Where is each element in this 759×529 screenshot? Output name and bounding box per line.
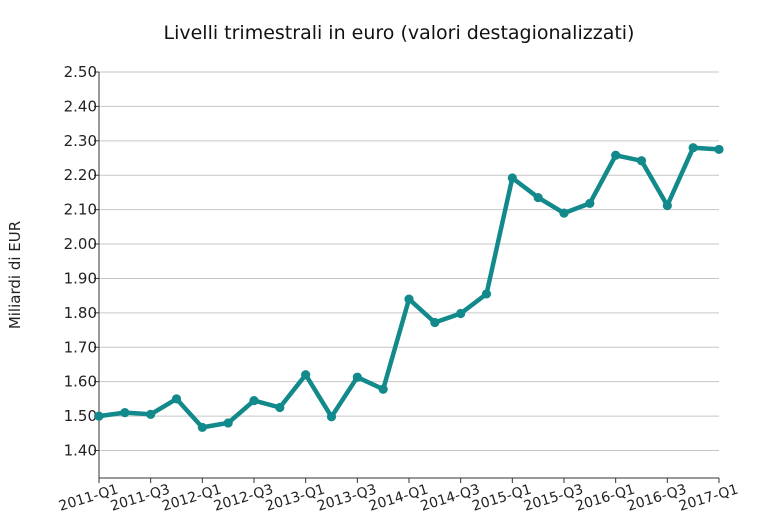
data-point <box>378 384 388 394</box>
data-point <box>301 370 311 380</box>
y-tick-label: 2.20 <box>64 166 97 184</box>
y-tick-label: 1.90 <box>64 269 97 287</box>
y-tick-label: 2.40 <box>64 97 97 115</box>
y-tick-label: 2.50 <box>64 63 97 81</box>
data-point <box>481 289 492 299</box>
data-point <box>714 144 724 155</box>
data-point <box>171 394 182 404</box>
y-tick-label: 2.30 <box>64 132 97 150</box>
y-tick-label: 1.40 <box>64 441 97 459</box>
data-point <box>275 402 285 413</box>
y-tick-label: 1.50 <box>64 407 97 425</box>
series-group <box>94 143 724 433</box>
y-tick-label: 2.00 <box>64 235 97 253</box>
data-point <box>456 308 466 319</box>
data-point <box>507 173 517 183</box>
data-point <box>404 294 414 304</box>
data-point <box>533 192 543 203</box>
data-point <box>197 422 207 433</box>
data-point <box>223 418 233 428</box>
data-point <box>636 156 647 166</box>
data-point <box>326 412 337 422</box>
y-tick-label: 2.10 <box>64 201 97 219</box>
data-point <box>430 317 440 328</box>
x-tick-labels: 2011-Q12011-Q32012-Q12012-Q32013-Q12013-… <box>57 482 740 515</box>
data-point <box>120 408 130 418</box>
y-tick-label: 1.60 <box>64 373 97 391</box>
x-tick-label: 2017-Q1 <box>677 482 740 515</box>
data-point <box>94 411 104 421</box>
chart-title: Livelli trimestrali in euro (valori dest… <box>164 22 635 44</box>
data-point <box>585 198 595 209</box>
data-point <box>559 208 569 218</box>
y-tick-label: 1.80 <box>64 304 97 322</box>
data-point <box>352 372 362 382</box>
gridlines <box>99 71 719 451</box>
data-point <box>249 395 259 406</box>
data-point <box>662 200 672 211</box>
series-line <box>96 145 722 430</box>
y-tick-label: 1.70 <box>64 338 97 356</box>
y-axis-label: Miliardi di EUR <box>6 221 24 329</box>
data-point <box>146 409 156 419</box>
axes <box>94 71 720 483</box>
data-point <box>688 143 698 153</box>
data-point <box>611 150 621 160</box>
y-tick-labels: 1.40 1.50 1.60 1.70 1.80 1.90 2.00 2.10 2.20 2.30… <box>64 63 97 459</box>
